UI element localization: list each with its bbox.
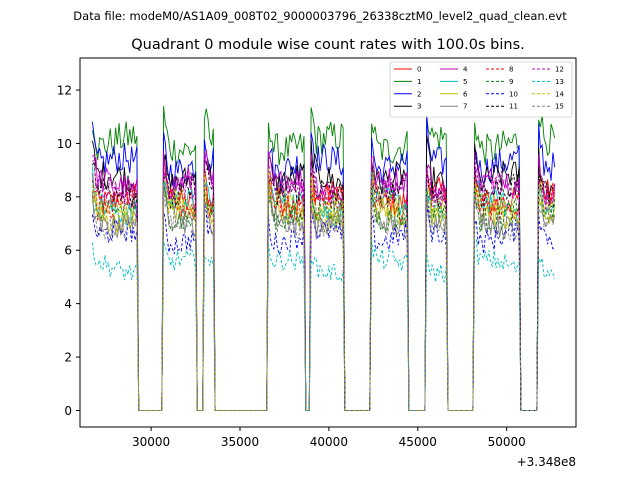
series-line-9 [91, 175, 556, 411]
series-line-6 [91, 175, 556, 411]
series-line-14 [91, 168, 556, 411]
legend-label-0: 0 [417, 66, 421, 74]
legend-label-10: 10 [509, 90, 518, 98]
axes-frame [79, 57, 577, 428]
y-tick-label: 0 [64, 404, 72, 418]
legend-label-5: 5 [463, 78, 467, 86]
series-lines [91, 105, 556, 411]
y-tick-label: 10 [57, 137, 72, 151]
plot-area: 30000 35000 40000 45000 50000024681012012345… [57, 57, 577, 449]
legend-box [389, 61, 573, 118]
legend-label-9: 9 [509, 78, 513, 86]
x-tick-label: 40000 [310, 435, 348, 449]
x-tick-label: 30000 [132, 435, 170, 449]
legend-label-12: 12 [555, 66, 564, 74]
x-offset-label: +3.348e8 [517, 455, 576, 469]
legend-label-15: 15 [555, 103, 564, 111]
y-tick-label: 2 [64, 351, 72, 365]
legend-label-13: 13 [555, 78, 564, 86]
legend-label-2: 2 [417, 90, 421, 98]
legend-label-11: 11 [509, 103, 518, 111]
series-line-8 [91, 168, 556, 411]
y-tick-label: 12 [57, 84, 72, 98]
legend-label-6: 6 [463, 90, 468, 98]
chart-title: Quadrant 0 module wise count rates with … [131, 37, 525, 53]
suptitle: Data file: modeM0/AS1A09_008T02_90000037… [73, 9, 567, 23]
legend-label-14: 14 [555, 90, 564, 98]
y-tick-label: 4 [64, 297, 72, 311]
series-line-15 [91, 182, 556, 411]
legend-label-4: 4 [463, 66, 468, 74]
series-line-11 [92, 160, 556, 411]
x-tick-label: 35000 [221, 435, 259, 449]
legend-label-1: 1 [417, 78, 421, 86]
legend-label-3: 3 [417, 103, 421, 111]
x-tick-label: 45000 [399, 435, 437, 449]
y-tick-label: 8 [64, 190, 72, 204]
series-line-1 [91, 105, 556, 411]
y-tick-label: 6 [64, 244, 72, 258]
legend-label-7: 7 [463, 103, 467, 111]
legend-label-8: 8 [509, 66, 513, 74]
series-line-12 [92, 151, 556, 411]
series-line-13 [91, 236, 556, 411]
x-tick-label: 50000 [488, 435, 526, 449]
series-line-10 [91, 202, 555, 411]
